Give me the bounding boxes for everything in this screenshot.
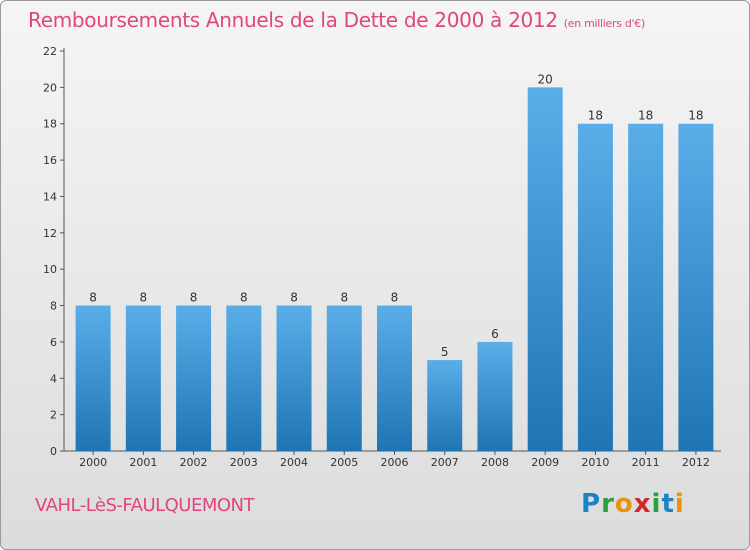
- chart-unit: (en milliers d'€): [563, 17, 645, 30]
- bar: [176, 305, 212, 451]
- bar-value-label: 8: [290, 291, 298, 305]
- proxiti-logo: Proxiti: [581, 489, 685, 519]
- bar: [226, 305, 262, 451]
- bar-value-label: 6: [491, 327, 499, 341]
- x-tick-label: 2011: [632, 456, 660, 469]
- y-tick-label: 0: [50, 445, 57, 458]
- y-tick-label: 20: [43, 81, 57, 94]
- y-tick-label: 4: [50, 372, 57, 385]
- bar: [125, 305, 161, 451]
- bar: [477, 341, 513, 451]
- y-tick-label: 8: [50, 300, 57, 313]
- y-tick-label: 18: [43, 118, 57, 131]
- y-tick-label: 12: [43, 227, 57, 240]
- chart-title-text: Remboursements Annuels de la Dette de 20…: [28, 8, 558, 32]
- bar-value-label: 5: [441, 345, 449, 359]
- y-tick-label: 22: [43, 45, 57, 58]
- x-tick-label: 2010: [581, 456, 609, 469]
- bar-value-label: 18: [688, 109, 703, 123]
- bar-value-label: 20: [538, 72, 553, 86]
- x-tick-label: 2002: [180, 456, 208, 469]
- bar-value-label: 8: [140, 291, 148, 305]
- place-name: VAHL-LèS-FAULQUEMONT: [35, 495, 255, 516]
- x-tick-label: 2004: [280, 456, 308, 469]
- bar-value-label: 8: [190, 291, 198, 305]
- bar: [75, 305, 111, 451]
- bar-value-label: 8: [89, 291, 97, 305]
- bar: [527, 87, 563, 451]
- y-tick-label: 2: [50, 409, 57, 422]
- bar-value-label: 8: [340, 291, 348, 305]
- y-tick-label: 14: [43, 190, 57, 203]
- bar-value-label: 18: [638, 109, 653, 123]
- bar: [678, 123, 714, 452]
- bar: [326, 305, 362, 451]
- bar: [427, 360, 463, 451]
- x-tick-label: 2005: [330, 456, 358, 469]
- bar: [276, 305, 312, 451]
- x-tick-label: 2007: [431, 456, 459, 469]
- bar: [377, 305, 412, 451]
- chart-title: Remboursements Annuels de la Dette de 20…: [28, 8, 645, 32]
- bar-value-label: 18: [588, 109, 603, 123]
- x-tick-label: 2000: [79, 456, 107, 469]
- bar: [628, 123, 664, 452]
- x-tick-label: 2009: [531, 456, 559, 469]
- x-tick-label: 2012: [682, 456, 710, 469]
- y-tick-label: 16: [43, 154, 57, 167]
- y-tick-label: 10: [43, 263, 57, 276]
- x-tick-label: 2003: [230, 456, 258, 469]
- bar-value-label: 8: [391, 291, 399, 305]
- x-tick-label: 2006: [381, 456, 409, 469]
- bar: [577, 123, 613, 452]
- bar-value-label: 8: [240, 291, 248, 305]
- x-tick-label: 2008: [481, 456, 509, 469]
- x-tick-label: 2001: [129, 456, 157, 469]
- y-tick-label: 6: [50, 336, 57, 349]
